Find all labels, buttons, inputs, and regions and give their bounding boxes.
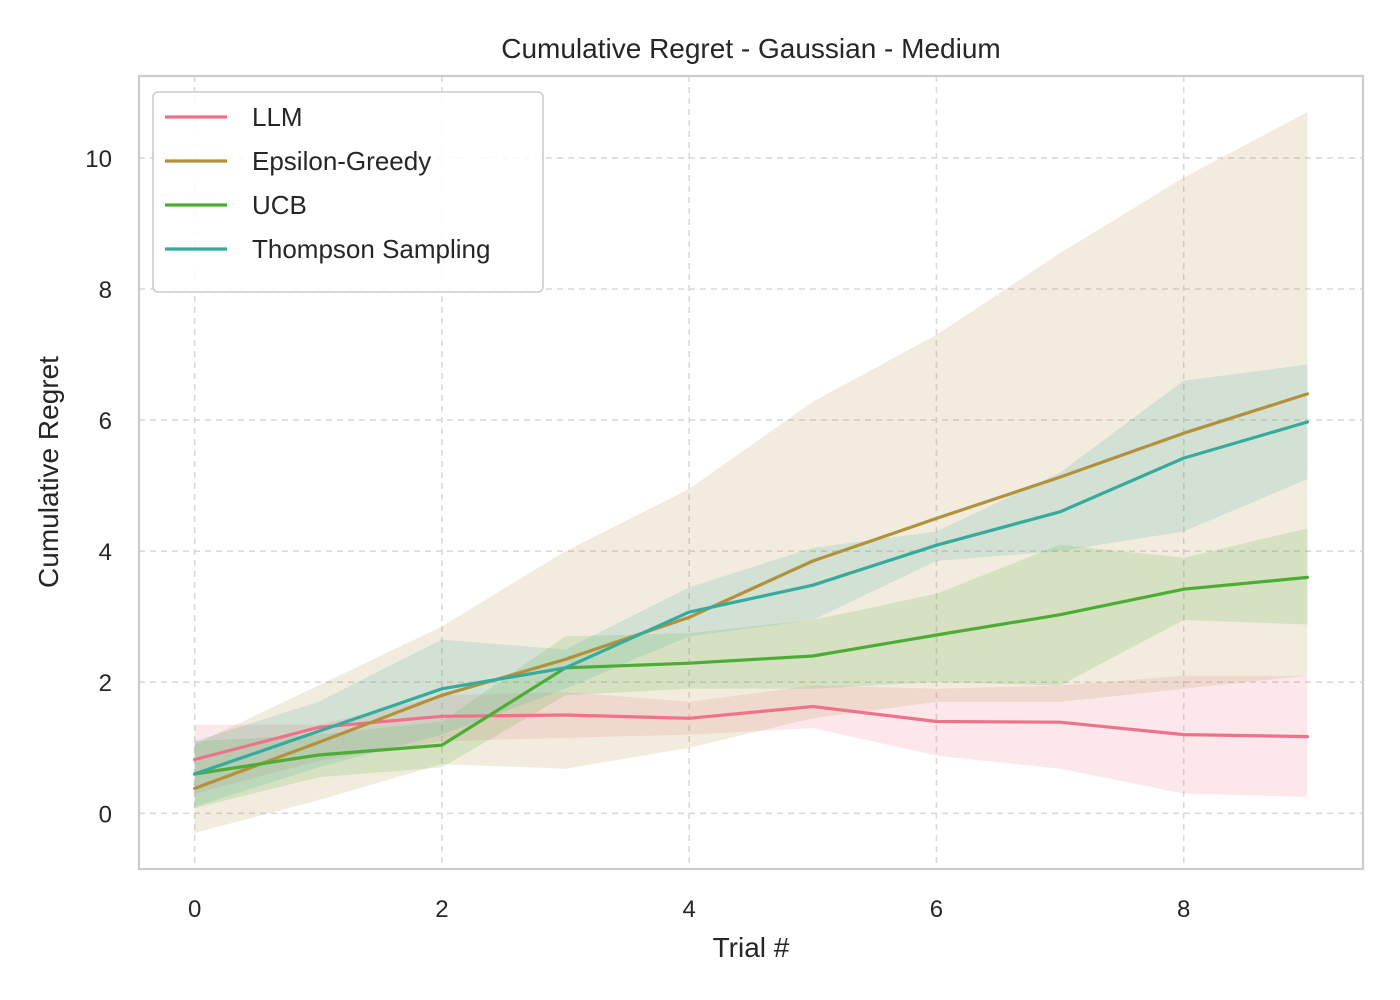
x-tick-label: 0 (188, 896, 201, 923)
series-lines (193, 392, 1310, 791)
y-tick-label: 4 (99, 539, 112, 566)
epsilon-greedy-line (193, 392, 1310, 791)
llm-line (193, 704, 1310, 762)
epsilon-greedy-band (194, 112, 1308, 833)
ucb-band (194, 528, 1308, 809)
y-tick-label: 10 (85, 146, 112, 173)
legend-label: LLM (252, 102, 303, 132)
y-tick-label: 0 (99, 801, 112, 828)
x-axis-ticks: 0 2 4 6 8 (188, 896, 1190, 923)
plot-frame (137, 74, 1365, 871)
thompson-sampling-line (193, 420, 1310, 776)
x-axis-label: Trial # (713, 932, 790, 963)
thompson-sampling-band (194, 364, 1308, 807)
x-tick-label: 4 (683, 896, 696, 923)
legend: LLM Epsilon-Greedy UCB Thompson Sampling (152, 91, 544, 293)
plot-area (137, 74, 1365, 871)
legend-label: Thompson Sampling (252, 234, 490, 264)
x-tick-label: 8 (1177, 896, 1190, 923)
llm-band (194, 675, 1308, 797)
y-tick-label: 8 (99, 277, 112, 304)
ucb-line (193, 575, 1310, 776)
legend-label: UCB (252, 190, 307, 220)
y-axis-label: Cumulative Regret (33, 356, 64, 588)
y-tick-label: 6 (99, 408, 112, 435)
legend-label: Epsilon-Greedy (252, 146, 431, 176)
y-tick-label: 2 (99, 670, 112, 697)
legend-box (152, 91, 544, 293)
x-tick-label: 2 (435, 896, 448, 923)
confidence-bands (194, 112, 1308, 833)
x-tick-label: 6 (930, 896, 943, 923)
chart-title: Cumulative Regret - Gaussian - Medium (501, 33, 1001, 64)
y-axis-ticks: 0 2 4 6 8 10 (85, 146, 112, 828)
